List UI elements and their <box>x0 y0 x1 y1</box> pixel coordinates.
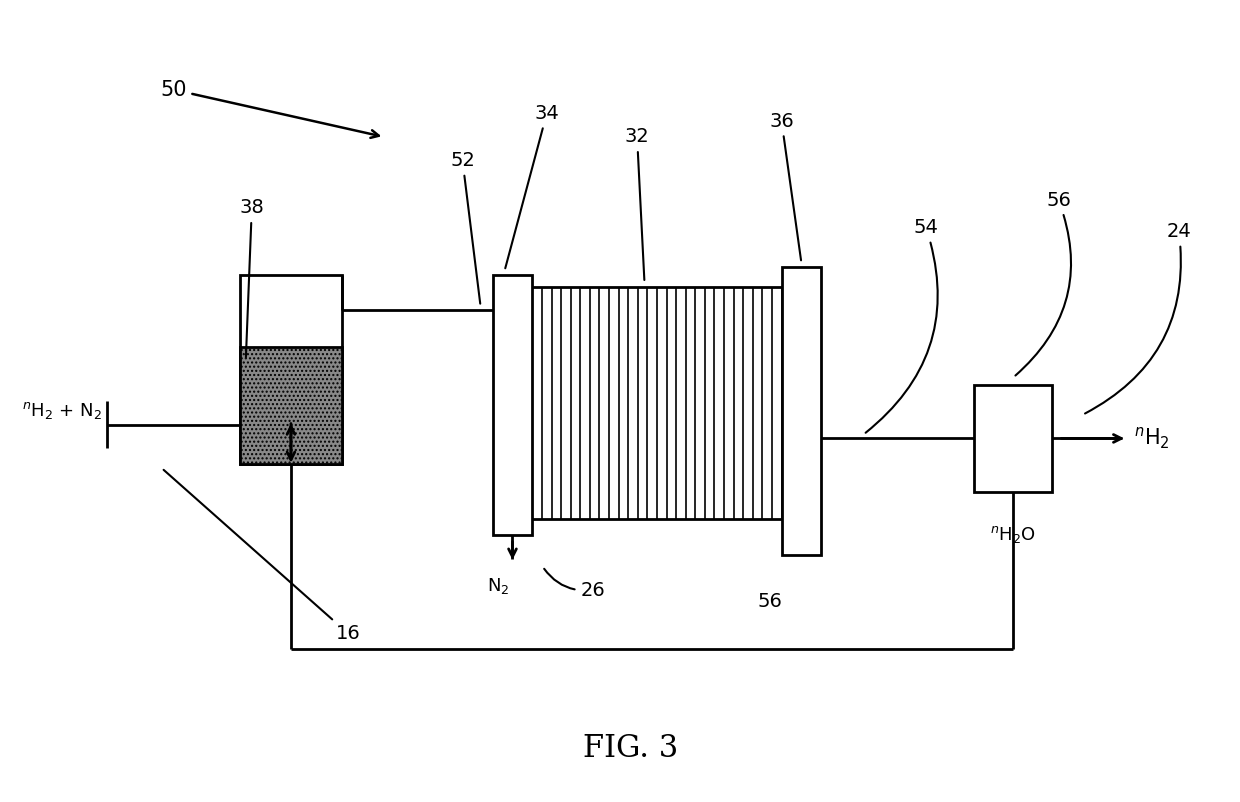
Text: 34: 34 <box>505 103 559 269</box>
Text: 56: 56 <box>758 593 782 611</box>
Text: 50: 50 <box>160 79 379 138</box>
Bar <box>975 385 1053 492</box>
Bar <box>492 275 532 535</box>
Text: 54: 54 <box>866 218 939 433</box>
Bar <box>781 267 821 555</box>
Text: $^n$H$_2$ + N$_2$: $^n$H$_2$ + N$_2$ <box>21 399 102 421</box>
Text: 32: 32 <box>625 128 650 280</box>
Text: 56: 56 <box>1016 191 1071 375</box>
Text: 52: 52 <box>450 151 480 304</box>
Bar <box>239 275 342 464</box>
Text: $^n$H$_2$O: $^n$H$_2$O <box>991 525 1037 545</box>
Text: 26: 26 <box>544 569 605 600</box>
Bar <box>239 346 342 464</box>
Bar <box>239 346 342 464</box>
Text: 16: 16 <box>164 470 361 643</box>
Text: 38: 38 <box>239 198 264 357</box>
Text: 24: 24 <box>1085 222 1192 414</box>
Text: $^n$H$_2$: $^n$H$_2$ <box>1135 426 1171 452</box>
Text: FIG. 3: FIG. 3 <box>584 732 678 764</box>
Text: 36: 36 <box>769 111 801 261</box>
Text: N$_2$: N$_2$ <box>487 576 510 596</box>
